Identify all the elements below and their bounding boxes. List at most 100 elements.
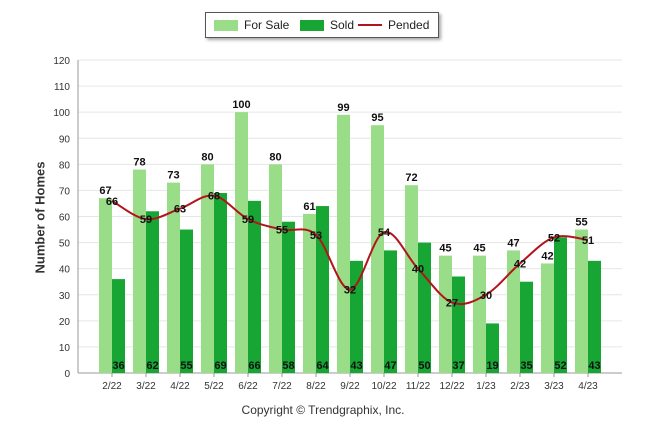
legend: For Sale Sold Pended [205,12,439,38]
x-tick-label: 4/23 [578,381,598,392]
copyright-footer: Copyright © Trendgraphix, Inc. [241,403,405,417]
bar-for-sale [303,213,316,373]
x-tick-label: 2/23 [510,381,530,392]
data-label-sold: 43 [588,360,600,372]
x-tick-label: 5/22 [204,381,224,392]
bar-for-sale [269,164,282,373]
x-tick-label: 7/22 [272,381,292,392]
x-tick-label: 10/22 [371,381,396,392]
data-label-sold: 36 [112,360,124,372]
bar-sold [316,206,329,373]
bar-sold [520,281,533,373]
x-tick-label: 2/22 [102,381,122,392]
data-label-sold: 64 [316,360,329,372]
data-label-pended: 66 [106,196,118,208]
data-label-for-sale: 42 [541,250,553,262]
data-label-sold: 66 [248,360,260,372]
bar-sold [588,260,601,373]
bar-for-sale [405,185,418,373]
data-label-pended: 40 [412,264,424,276]
x-tick-label: 9/22 [340,381,360,392]
y-tick-label: 30 [59,291,71,302]
bar-for-sale [575,229,588,373]
data-label-sold: 69 [214,360,226,372]
data-label-for-sale: 47 [507,237,519,249]
bar-sold [282,221,295,373]
y-tick-label: 50 [59,239,71,250]
data-label-pended: 42 [514,258,526,270]
bar-for-sale [473,255,486,373]
x-tick-label: 8/22 [306,381,326,392]
data-label-sold: 47 [384,360,396,372]
y-tick-label: 0 [64,369,70,380]
x-tick-label: 6/22 [238,381,258,392]
y-tick-label: 90 [59,134,71,145]
data-label-for-sale: 80 [269,151,281,163]
y-tick-label: 100 [53,108,70,119]
data-label-for-sale: 55 [575,217,587,229]
y-tick-label: 40 [59,265,71,276]
x-tick-label: 1/23 [476,381,496,392]
data-label-for-sale: 73 [167,170,179,182]
data-label-sold: 58 [282,360,294,372]
data-label-sold: 50 [418,360,430,372]
bar-for-sale [201,164,214,373]
data-label-sold: 37 [452,360,464,372]
data-label-pended: 68 [208,191,220,203]
y-tick-label: 120 [53,56,70,67]
data-label-for-sale: 72 [405,172,417,184]
x-tick-label: 3/23 [544,381,564,392]
bar-for-sale [167,182,180,373]
data-label-for-sale: 78 [133,157,145,169]
y-axis-title: Number of Homes [32,161,48,274]
data-label-pended: 52 [548,232,560,244]
legend-swatch-sold [300,20,324,31]
bar-for-sale [337,114,350,374]
data-label-for-sale: 100 [232,99,250,111]
data-label-for-sale: 45 [439,243,451,255]
bar-sold [554,237,567,373]
bar-sold [384,250,397,373]
data-label-for-sale: 45 [473,243,485,255]
data-label-for-sale: 61 [303,201,315,213]
bar-for-sale [439,255,452,373]
y-tick-label: 110 [54,82,70,93]
legend-swatch-for-sale [214,20,238,31]
x-tick-label: 11/22 [406,381,431,392]
data-label-sold: 43 [350,360,362,372]
data-label-pended: 59 [242,214,254,226]
legend-line-pended [358,24,382,26]
data-label-pended: 27 [446,298,458,310]
data-label-pended: 63 [174,204,186,216]
data-label-pended: 54 [378,227,391,239]
y-tick-label: 80 [59,160,71,171]
data-label-sold: 52 [554,360,566,372]
bar-for-sale [235,112,248,374]
x-tick-label: 4/22 [170,381,190,392]
data-label-for-sale: 95 [371,112,383,124]
bar-sold [452,276,465,373]
bar-sold [146,211,159,373]
line-pended [111,194,589,306]
y-tick-label: 20 [59,317,71,328]
bar-for-sale [371,125,384,373]
data-label-sold: 62 [146,360,158,372]
data-label-for-sale: 80 [201,151,213,163]
bar-sold [112,279,125,373]
y-tick-label: 10 [59,343,71,354]
bar-sold [248,200,261,373]
bar-for-sale [133,169,146,373]
bar-sold [214,193,227,373]
data-label-sold: 19 [486,360,498,372]
data-label-pended: 53 [310,230,322,242]
data-label-pended: 30 [480,290,492,302]
bar-sold [486,323,499,373]
x-tick-label: 3/22 [136,381,156,392]
data-label-pended: 51 [582,235,594,247]
y-tick-label: 70 [59,186,71,197]
data-label-pended: 32 [344,285,356,297]
data-label-for-sale: 99 [337,102,349,114]
legend-label-sold: Sold [330,18,355,32]
bar-for-sale [541,263,554,373]
data-label-for-sale: 67 [99,185,111,197]
